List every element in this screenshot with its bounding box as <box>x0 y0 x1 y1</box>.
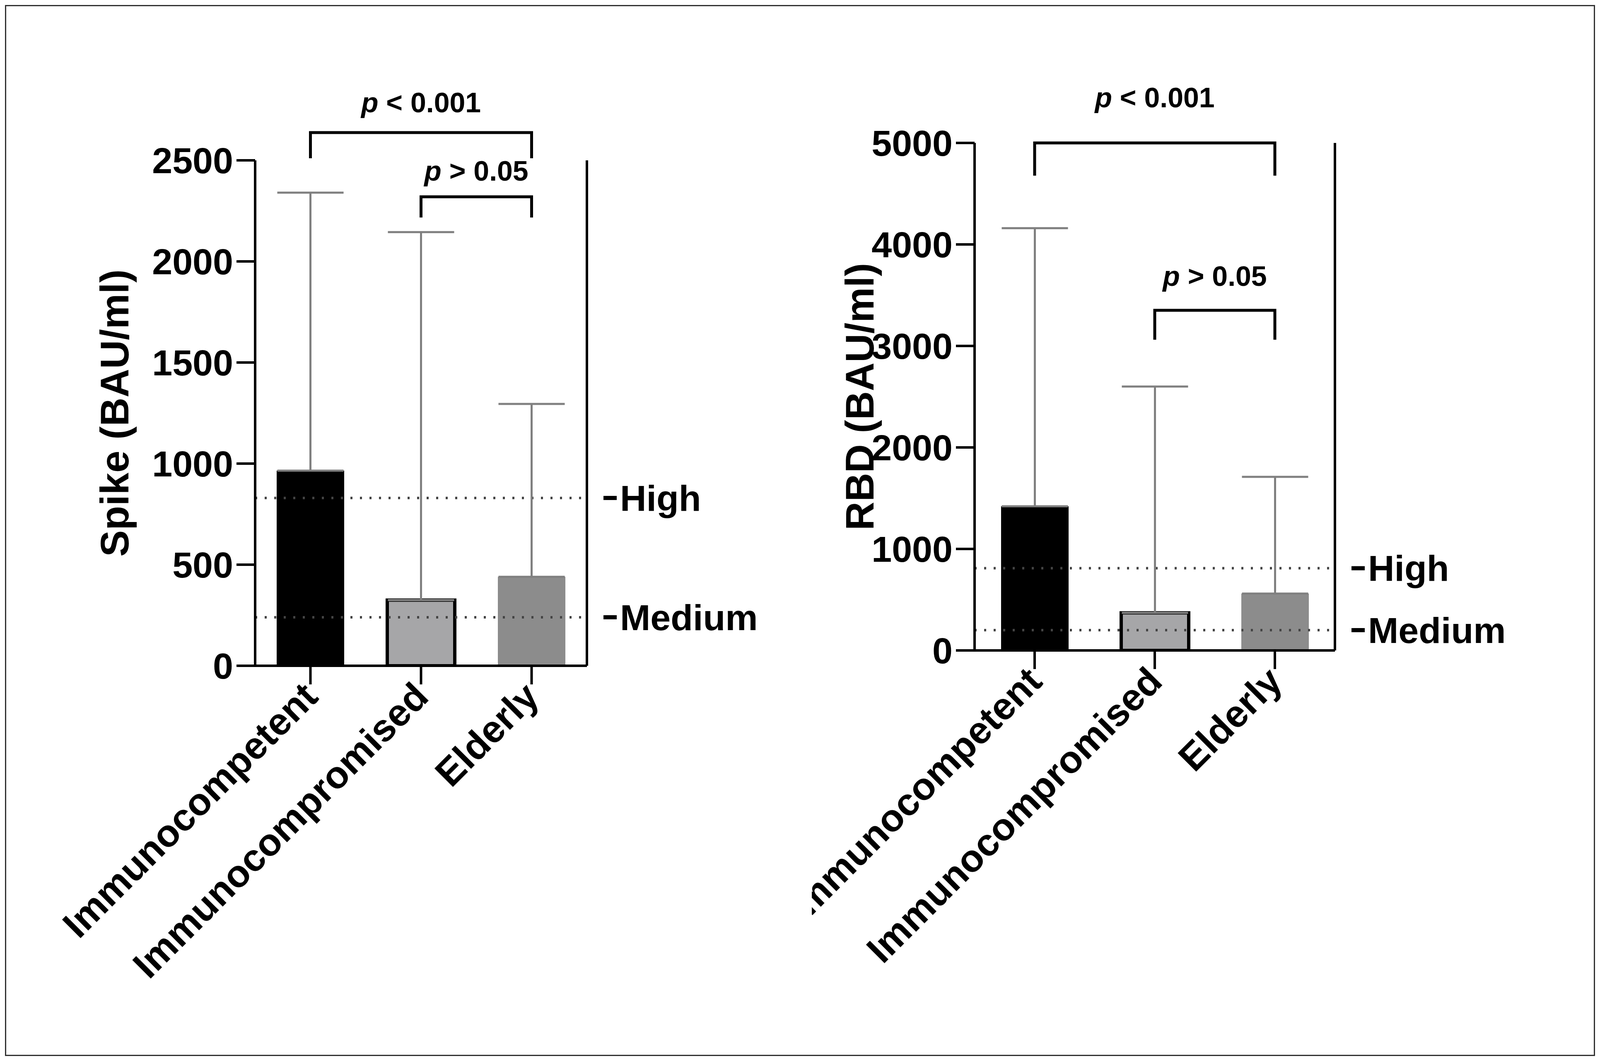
svg-text:RBD (BAU/ml): RBD (BAU/ml) <box>837 263 882 531</box>
svg-text:5000: 5000 <box>871 122 953 164</box>
svg-text:Immunocompromised: Immunocompromised <box>858 658 1171 971</box>
svg-text:High: High <box>1368 547 1450 589</box>
svg-text:Immunocompetent: Immunocompetent <box>54 674 326 946</box>
svg-text:Medium: Medium <box>620 596 758 638</box>
svg-text:p < 0.001: p < 0.001 <box>360 86 481 119</box>
svg-text:1500: 1500 <box>152 342 234 384</box>
svg-text:1000: 1000 <box>871 528 953 570</box>
svg-text:High: High <box>620 477 702 519</box>
svg-text:p > 0.05: p > 0.05 <box>1161 260 1267 292</box>
svg-text:Immunocompromised: Immunocompromised <box>124 674 437 986</box>
svg-text:2000: 2000 <box>871 427 953 469</box>
svg-text:Spike (BAU/ml): Spike (BAU/ml) <box>92 269 137 557</box>
svg-text:Medium: Medium <box>1368 609 1506 651</box>
svg-text:0: 0 <box>932 629 953 671</box>
svg-text:2000: 2000 <box>152 241 234 283</box>
svg-text:500: 500 <box>172 544 234 586</box>
svg-text:3000: 3000 <box>871 325 953 367</box>
svg-text:p < 0.001: p < 0.001 <box>1093 81 1215 114</box>
svg-text:2500: 2500 <box>152 139 234 181</box>
svg-text:Elderly: Elderly <box>427 674 547 794</box>
svg-text:4000: 4000 <box>871 224 953 266</box>
svg-text:p > 0.05: p > 0.05 <box>423 154 529 187</box>
svg-text:1000: 1000 <box>152 443 234 485</box>
svg-text:Elderly: Elderly <box>1170 658 1290 779</box>
svg-text:0: 0 <box>212 645 234 687</box>
